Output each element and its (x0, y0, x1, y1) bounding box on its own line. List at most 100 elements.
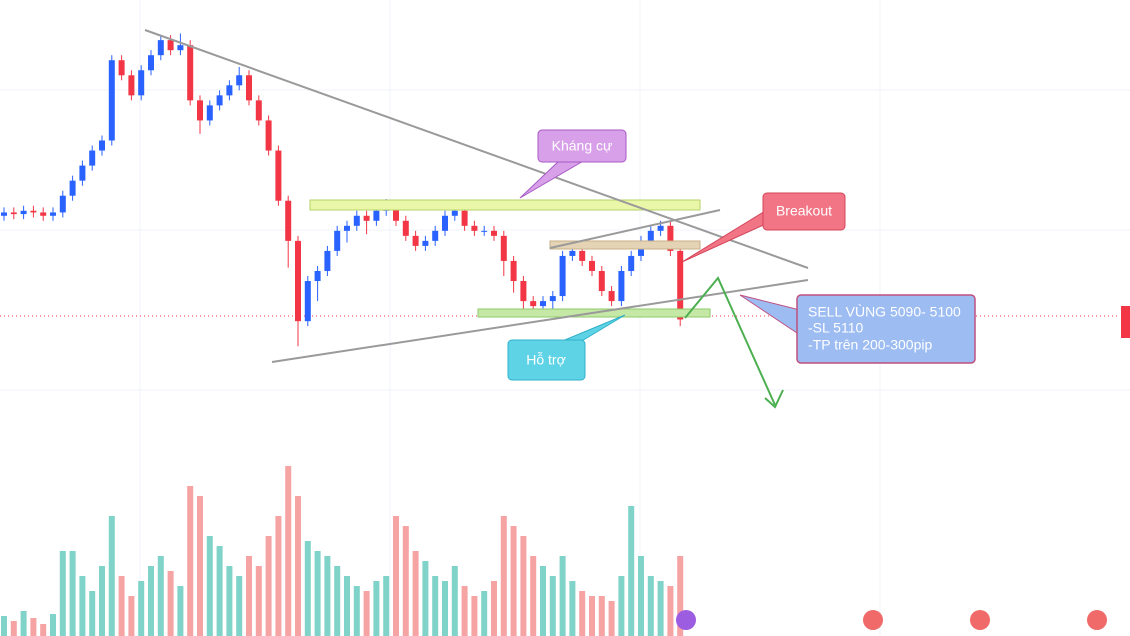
volume-bar (500, 516, 507, 636)
candle-body (412, 235, 419, 246)
candle-body (628, 255, 635, 271)
label: Breakout (776, 203, 832, 219)
icon[interactable] (970, 610, 990, 630)
volume-bar (677, 556, 684, 636)
candle-body (108, 60, 115, 141)
candle-body (667, 225, 674, 251)
candle-body (69, 180, 76, 196)
candle-body (40, 212, 47, 216)
plan-line: SELL VÙNG 5090- 5100 (808, 304, 961, 320)
volume-bar (510, 526, 517, 636)
volume-bar (520, 536, 527, 636)
volume-bar (30, 618, 37, 636)
candle-body (314, 270, 321, 282)
candle-body (471, 225, 478, 231)
volume-bar (69, 551, 76, 636)
label: Kháng cự (552, 138, 613, 154)
volume-bar (79, 576, 86, 636)
candle-body (187, 45, 194, 101)
candle-body (363, 215, 370, 221)
resistance-zone (309, 199, 701, 211)
callout-pointer (519, 159, 587, 199)
volume-bar (89, 591, 96, 636)
volume-bar (422, 561, 429, 636)
candle-body (128, 75, 135, 96)
icon[interactable] (1087, 610, 1107, 630)
volume-bar (314, 551, 321, 636)
candle-body (461, 210, 468, 226)
volume-bar (1, 616, 7, 636)
candle-body (422, 240, 429, 246)
volume-bar (334, 566, 341, 636)
candle-body (373, 210, 380, 221)
callout-pointer (559, 314, 626, 343)
price-marker (1121, 306, 1130, 338)
volume-bar (216, 546, 223, 636)
event-icons (676, 610, 1107, 630)
candle-body (432, 230, 439, 241)
candle-body (598, 270, 605, 292)
icon[interactable] (676, 610, 696, 630)
candle-body (255, 100, 262, 121)
volume-bar (265, 536, 272, 636)
volume-bar (667, 586, 674, 636)
volume-bar (50, 614, 56, 636)
volume-bar (461, 586, 468, 636)
candle-body (30, 210, 37, 213)
volume-bar (157, 556, 164, 636)
candle-body (324, 250, 331, 271)
candle-body (677, 250, 684, 320)
candle-body (500, 235, 507, 261)
candle-body (295, 240, 301, 322)
volume-bar (285, 466, 292, 636)
volume-bar (559, 556, 566, 636)
volume-bar (589, 596, 595, 636)
volume-bar (608, 601, 615, 636)
volume-bar (20, 611, 27, 636)
trendline (271, 279, 809, 363)
candle-body (265, 120, 272, 151)
volume-bar (402, 526, 409, 636)
callout-pointer (739, 294, 801, 336)
volume-bar (344, 576, 350, 636)
candle-body (569, 250, 576, 256)
volume-bar (226, 566, 233, 636)
volume-bar (255, 566, 262, 636)
candle-body (216, 95, 223, 106)
candle-body (618, 270, 625, 302)
volume-bar (148, 566, 154, 636)
volume-bar (10, 621, 17, 636)
candle-body (226, 85, 233, 96)
candle-body (157, 40, 164, 56)
volume-bar (128, 596, 135, 636)
plan-line: -TP trên 200-300pip (808, 337, 932, 353)
candle-body (510, 260, 517, 282)
candle-body (89, 150, 96, 166)
drawings (144, 29, 809, 409)
arrow (684, 276, 776, 406)
volume-bar (530, 556, 537, 636)
volume-bar (569, 581, 576, 636)
candle-body (530, 301, 537, 307)
trendline (144, 29, 809, 269)
candle-body (442, 215, 448, 231)
volume-bar (412, 551, 419, 636)
volume-bar (167, 571, 174, 636)
candle-body (138, 70, 145, 96)
volume-bar (275, 516, 282, 636)
volume-bar (59, 551, 66, 636)
candle-body (304, 281, 311, 322)
volume-bar (138, 581, 145, 636)
trendline (549, 209, 721, 249)
candle-body (1, 212, 7, 216)
volume-bar (353, 586, 360, 636)
volume-bar (246, 556, 252, 636)
volume-bar (304, 541, 311, 636)
candle-body (402, 220, 409, 236)
candle-body (549, 296, 556, 302)
candle-body (275, 150, 282, 201)
icon[interactable] (863, 610, 883, 630)
volume-bar (451, 566, 458, 636)
volume-bar (363, 591, 370, 636)
